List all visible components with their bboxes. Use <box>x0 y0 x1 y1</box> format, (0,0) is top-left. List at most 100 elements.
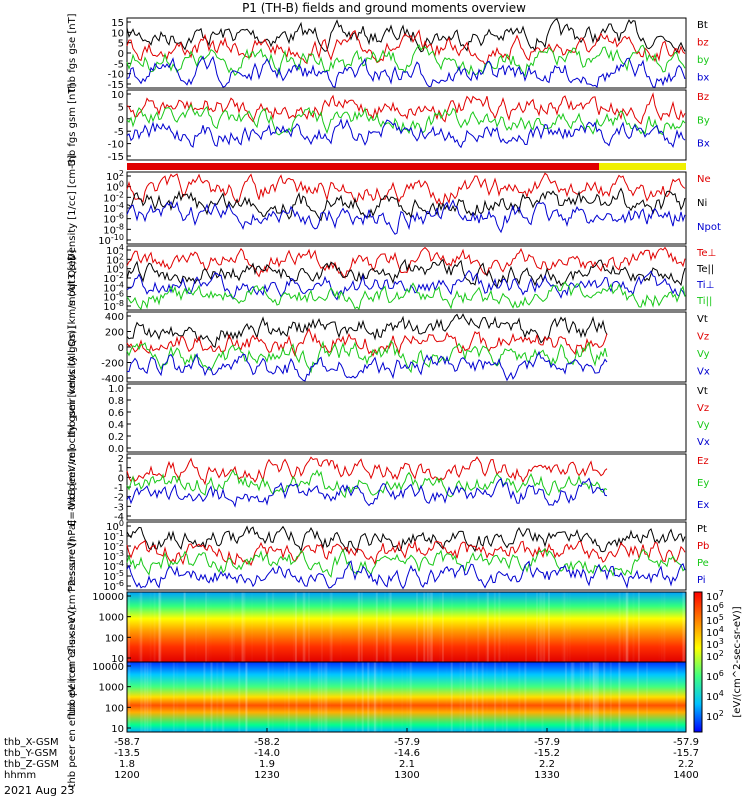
heatmap-stripe <box>541 662 544 732</box>
legend-label: Ti⊥ <box>696 280 714 291</box>
y-axis-label: moqt3 [eV] <box>67 250 78 307</box>
heatmap-stripe <box>471 662 474 732</box>
heatmap-stripe <box>439 592 441 662</box>
heatmap-stripe <box>140 592 143 662</box>
heatmap-stripe <box>371 662 373 732</box>
legend-label: Vz <box>697 403 709 414</box>
y-tick-label: -5 <box>114 59 124 70</box>
heatmap-stripe <box>361 662 364 732</box>
y-tick-label: 0.6 <box>108 408 124 419</box>
legend-label: Ti|| <box>696 296 712 307</box>
heatmap-stripe <box>646 662 648 732</box>
colorbar-tick: 104 <box>706 689 724 703</box>
heatmap-stripe <box>618 662 621 732</box>
heatmap-stripe <box>356 592 359 662</box>
colorbar-tick: 107 <box>706 589 724 603</box>
y-tick-label: 0.0 <box>108 444 124 455</box>
panel-4: moqt3 [eV] Te⊥ Te|| Ti⊥ Ti|| <box>67 245 716 311</box>
heatmap-stripe <box>465 592 468 662</box>
heatmap-stripe <box>409 662 412 732</box>
legend-label: bx <box>697 73 709 84</box>
heatmap-stripe <box>340 662 343 732</box>
legend-label: Ex <box>697 500 709 511</box>
heatmap-stripe <box>176 662 178 732</box>
heatmap-stripe <box>293 592 295 662</box>
ephem-value: -57.9 <box>394 737 420 748</box>
heatmap-stripe <box>267 662 270 732</box>
heatmap-fill <box>127 662 686 732</box>
colorbar-label: [eV/(cm^2-sec-sr-eV)] <box>732 606 743 717</box>
legend-label: Ni <box>697 198 707 209</box>
y-axis-label: thb peer velocity gsm [km/s (All Qs)] <box>67 326 78 510</box>
series-line-Bx <box>126 117 686 149</box>
heatmap-stripe <box>547 592 550 662</box>
heatmap-stripe <box>426 592 429 662</box>
heatmap-stripe <box>604 592 607 662</box>
heatmap-stripe <box>450 662 453 732</box>
heatmap-stripe <box>467 662 469 732</box>
y-tick-label: -3 <box>114 502 124 513</box>
heatmap-stripe <box>305 592 307 662</box>
heatmap-stripe <box>498 592 501 662</box>
heatmap-stripe <box>358 592 361 662</box>
y-axis-label: E=-VxB [mV/m] <box>67 448 78 526</box>
y-tick-label: 10-3 <box>103 549 124 563</box>
heatmap-stripe <box>646 662 648 732</box>
panel-1: thb fgs gse [nT] Bt bz by bx <box>67 13 709 92</box>
y-tick-label: 10-10 <box>98 233 124 247</box>
y-tick-label: 102 <box>106 169 124 183</box>
series-line-Ti⊥ <box>126 269 686 301</box>
heatmap-stripe <box>183 592 186 662</box>
heatmap-stripe <box>284 662 286 732</box>
heatmap-stripe <box>496 662 498 732</box>
ephem-value: 1.8 <box>119 759 135 770</box>
heatmap-stripe <box>360 592 363 662</box>
ephem-value: -14.6 <box>394 748 420 759</box>
panel-frame <box>126 171 687 245</box>
heatmap-stripe <box>593 662 596 732</box>
heatmap-stripe <box>507 592 509 662</box>
heatmap-stripe <box>368 662 370 732</box>
series-line-Vt <box>126 313 608 349</box>
heatmap-stripe <box>463 662 466 732</box>
series-line-Pi <box>126 560 686 590</box>
ephem-value: 2.1 <box>399 759 415 770</box>
heatmap-stripe <box>632 592 635 662</box>
heatmap-stripe <box>592 662 595 732</box>
heatmap-stripe <box>569 592 571 662</box>
panel-6: thb peer velocity gsm [km/s (All Qs)] Vt V… <box>67 326 710 510</box>
y-tick-label: 0.4 <box>108 420 124 431</box>
series-line-Vz <box>126 327 608 357</box>
heatmap-stripe <box>320 662 322 732</box>
series-line-Vx <box>126 350 608 382</box>
heatmap-stripe <box>309 662 312 732</box>
panel-frame <box>126 89 687 161</box>
heatmap-stripe <box>241 592 244 662</box>
heatmap-stripe <box>473 662 476 732</box>
legend-label: Pe <box>697 558 709 569</box>
colorbar-tick: 104 <box>706 625 724 639</box>
heatmap-stripe <box>426 592 429 662</box>
heatmap-stripe <box>340 592 342 662</box>
heatmap-stripe <box>618 662 621 732</box>
heatmap-stripe <box>272 592 275 662</box>
legend-label: Vz <box>697 332 709 343</box>
y-tick-label: 10-6 <box>103 212 124 226</box>
y-tick-label: 200 <box>105 328 124 339</box>
heatmap-stripe <box>210 662 213 732</box>
y-axis-label: thb fgs gsm [nT] <box>67 84 78 167</box>
ephem-value: -15.2 <box>534 748 560 759</box>
legend-label: Vx <box>697 437 710 448</box>
y-tick-label: -400 <box>101 374 124 385</box>
heatmap-stripe <box>566 592 569 662</box>
heatmap-stripe <box>518 662 521 732</box>
heatmap-stripe <box>295 662 298 732</box>
heatmap-stripe <box>596 662 599 732</box>
y-axis-label: Pressure [nPa] <box>67 520 78 592</box>
legend-label: Pt <box>697 524 707 535</box>
legend-label: Ey <box>697 478 709 489</box>
y-tick-label: 10-1 <box>103 529 124 543</box>
panel-frame <box>126 383 687 453</box>
ephem-value: 1400 <box>673 770 698 781</box>
y-tick-label: 0 <box>118 115 124 126</box>
